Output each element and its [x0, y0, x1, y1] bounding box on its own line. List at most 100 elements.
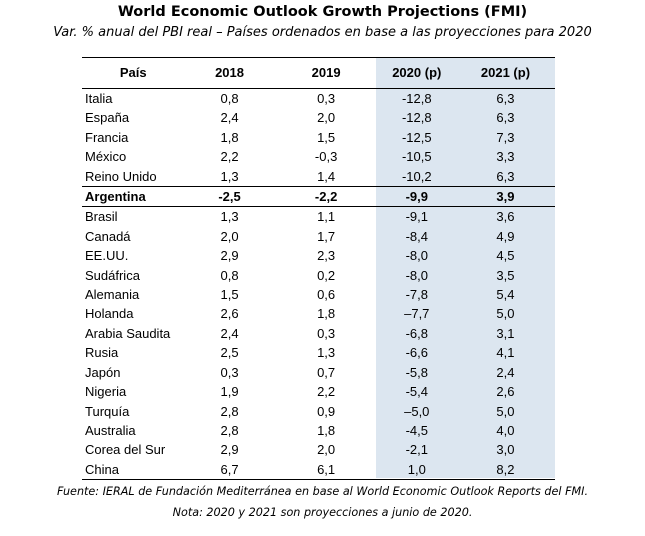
- cell-2019: 0,3: [317, 91, 336, 106]
- cell-country: México: [85, 149, 127, 165]
- cell-country: Alemania: [85, 287, 140, 303]
- cell-2018: 1,8: [220, 129, 239, 145]
- cell-2021: 2,4: [496, 364, 515, 380]
- cell-2020: -4,5: [405, 422, 428, 438]
- cell-2020: -12,8: [401, 110, 432, 126]
- cell-2020: -5,8: [405, 364, 428, 380]
- cell-country: Reino Unido: [85, 168, 157, 184]
- cell-country: China: [82, 459, 185, 481]
- growth-table: País 2018 2019 2020 (p) 2021 (p) Italia 0…: [82, 57, 555, 481]
- table-row: Reino Unido 1,3 1,4 -10,2 6,3: [82, 167, 555, 187]
- cell-2021: 4,1: [496, 345, 515, 361]
- cell-2019: 1,8: [317, 422, 336, 438]
- cell-country: Canadá: [85, 228, 131, 244]
- cell-2021: 5,4: [496, 287, 515, 303]
- cell-2019: 1,8: [317, 306, 336, 322]
- header-2021: 2021 (p): [480, 65, 531, 80]
- cell-2019: 2,0: [317, 442, 336, 458]
- table-row: Argentina -2,5 -2,2 -9,9 3,9: [82, 186, 555, 208]
- cell-2018: 6,7: [184, 459, 275, 481]
- page-title: World Economic Outlook Growth Projection…: [117, 4, 528, 20]
- cell-2018: 1,3: [220, 168, 239, 184]
- cell-country: Italia: [85, 91, 113, 106]
- header-2019: 2019: [311, 65, 341, 80]
- table-row: Arabia Saudita 2,4 0,3 -6,8 3,1: [82, 324, 555, 343]
- cell-2021: 3,3: [496, 149, 515, 165]
- cell-2020: -12,5: [401, 129, 432, 145]
- table-row: China 6,7 6,1 1,0 8,2: [82, 459, 555, 481]
- header-2020: 2020 (p): [392, 65, 442, 80]
- cell-2019: 1,4: [317, 168, 336, 184]
- cell-country: Rusia: [85, 345, 119, 361]
- cell-country: Turquía: [85, 403, 130, 419]
- cell-2020: -8,4: [405, 228, 428, 244]
- cell-2018: 2,8: [220, 403, 239, 419]
- cell-2021: 6,3: [496, 168, 515, 184]
- cell-2020: -9,9: [377, 186, 456, 208]
- cell-2020: –7,7: [404, 306, 430, 322]
- cell-2018: 2,4: [220, 325, 239, 341]
- growth-table-container: País 2018 2019 2020 (p) 2021 (p) Italia 0…: [82, 57, 555, 481]
- cell-country: Sudáfrica: [85, 267, 140, 283]
- projection-columns-shade: [376, 58, 555, 478]
- cell-country: Corea del Sur: [85, 442, 166, 458]
- cell-2021: 4,5: [496, 248, 515, 264]
- cell-2018: 2,6: [220, 306, 239, 322]
- cell-2020: -6,8: [405, 325, 428, 341]
- cell-2020: -8,0: [405, 248, 428, 264]
- cell-2019: 0,9: [317, 403, 336, 419]
- table-row: Turquía 2,8 0,9 –5,0 5,0: [82, 402, 555, 421]
- cell-2019: 1,3: [317, 345, 336, 361]
- table-row: España 2,4 2,0 -12,8 6,3: [82, 108, 555, 127]
- cell-country: Argentina: [82, 186, 185, 208]
- table-row: Canadá 2,0 1,7 -8,4 4,9: [82, 227, 555, 246]
- table-body: Italia 0,8 0,3 -12,8 6,3 España 2,4 2,0 -12,8 6,3…: [82, 89, 555, 481]
- header-2018: 2018: [215, 65, 244, 80]
- cell-2019: 6,1: [274, 459, 378, 481]
- cell-2021: 8,2: [455, 459, 555, 481]
- cell-2018: 1,3: [220, 209, 239, 225]
- cell-2021: 5,0: [496, 306, 515, 322]
- cell-2020: 1,0: [377, 459, 456, 481]
- table-row: Sudáfrica 0,8 0,2 -8,0 3,5: [82, 266, 555, 285]
- cell-2021: 7,3: [496, 129, 515, 145]
- cell-2019: 1,7: [317, 228, 336, 244]
- cell-2019: 2,0: [317, 110, 336, 126]
- table-row: Brasil 1,3 1,1 -9,1 3,6: [82, 207, 555, 227]
- table-row: Holanda 2,6 1,8 –7,7 5,0: [82, 304, 555, 323]
- cell-country: Brasil: [85, 209, 118, 225]
- table-row: Japón 0,3 0,7 -5,8 2,4: [82, 363, 555, 382]
- cell-2020: -12,8: [401, 91, 432, 106]
- cell-country: Holanda: [85, 306, 134, 322]
- cell-2019: -2,2: [274, 186, 378, 208]
- cell-2021: 4,9: [496, 228, 515, 244]
- table-row: Nigeria 1,9 2,2 -5,4 2,6: [82, 382, 555, 401]
- cell-2019: 0,3: [317, 325, 336, 341]
- cell-2020: -5,4: [405, 384, 428, 400]
- cell-2021: 6,3: [496, 91, 515, 106]
- cell-2018: 2,4: [220, 110, 239, 126]
- cell-country: EE.UU.: [85, 248, 129, 264]
- cell-2021: 3,0: [496, 442, 515, 458]
- cell-country: España: [85, 110, 130, 126]
- cell-2020: -6,6: [405, 345, 428, 361]
- cell-2018: 0,8: [220, 91, 239, 106]
- projection-note: Nota: 2020 y 2021 son proyecciones a jun…: [172, 506, 473, 519]
- page-subtitle: Var. % anual del PBI real – Países orden…: [53, 25, 592, 40]
- cell-2020: -2,1: [405, 442, 428, 458]
- cell-country: Japón: [85, 364, 121, 380]
- cell-2021: 4,0: [496, 422, 515, 438]
- table-row: Alemania 1,5 0,6 -7,8 5,4: [82, 285, 555, 304]
- cell-2018: 2,9: [220, 442, 239, 458]
- cell-2018: 2,9: [220, 248, 239, 264]
- cell-2019: 2,3: [317, 248, 336, 264]
- cell-2021: 6,3: [496, 110, 515, 126]
- cell-country: Nigeria: [85, 384, 127, 400]
- cell-2019: 0,6: [317, 287, 336, 303]
- cell-2018: 2,2: [220, 149, 239, 165]
- cell-2021: 2,6: [496, 384, 515, 400]
- table-row: Francia 1,8 1,5 -12,5 7,3: [82, 128, 555, 147]
- cell-2018: -2,5: [184, 186, 275, 208]
- cell-2018: 2,8: [220, 422, 239, 438]
- table-row: Corea del Sur 2,9 2,0 -2,1 3,0: [82, 440, 555, 459]
